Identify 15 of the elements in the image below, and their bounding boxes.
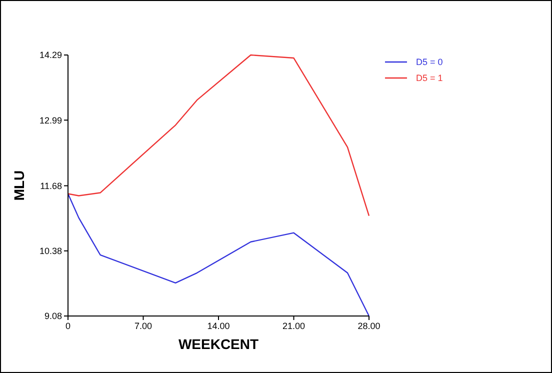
- line-series: [67, 54, 370, 216]
- legend-label: D5 = 0: [416, 57, 443, 68]
- y-tick-label: 14.29: [39, 50, 62, 60]
- y-tick-label: 10.38: [39, 246, 62, 256]
- x-tick-label: 21.00: [282, 321, 306, 331]
- y-tick-label: 11.68: [40, 180, 62, 191]
- x-tick-label: 0: [65, 321, 71, 331]
- legend-label: D5 = 1: [416, 73, 443, 84]
- x-tick-label: 14.00: [207, 321, 230, 331]
- y-axis-title: MLU: [11, 170, 27, 201]
- x-tick-label: 28.00: [358, 321, 380, 331]
- x-axis-title: WEEKCENT: [178, 336, 259, 352]
- x-tick-label: 7.00: [134, 321, 152, 331]
- y-tick-label: 9.08: [44, 311, 62, 322]
- y-tick-label: 12.99: [39, 115, 62, 126]
